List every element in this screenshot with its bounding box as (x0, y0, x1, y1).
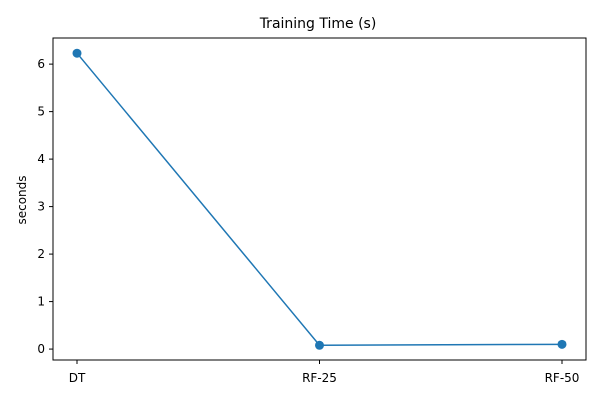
y-tick-label: 2 (37, 247, 45, 261)
x-axis: DT RF-25 RF-50 (69, 360, 580, 385)
y-axis: 0 1 2 3 4 5 6 (37, 57, 53, 356)
y-tick-label: 4 (37, 152, 45, 166)
y-tick-label: 1 (37, 295, 45, 309)
y-tick-label: 3 (37, 200, 45, 214)
y-axis-label: seconds (15, 175, 29, 224)
y-tick-label: 0 (37, 342, 45, 356)
chart-title: Training Time (s) (259, 16, 377, 32)
data-point (557, 339, 567, 349)
series-line (76, 52, 563, 347)
data-point (315, 340, 324, 350)
y-tick-label: 5 (37, 105, 45, 119)
x-tick-label: RF-50 (545, 371, 580, 385)
x-tick-label: DT (69, 371, 86, 385)
y-tick-label: 6 (37, 57, 45, 71)
x-tick-label: RF-25 (302, 371, 337, 385)
series-group (72, 48, 567, 350)
data-point (72, 48, 82, 58)
plot-frame (52, 37, 587, 361)
